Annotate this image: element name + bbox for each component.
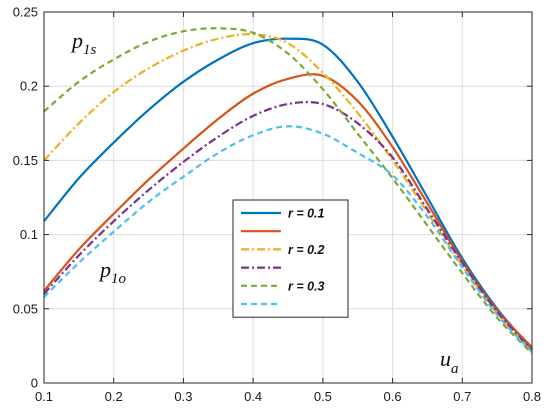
x-tick-label: 0.2 [105,389,123,404]
axis-ticks [43,11,533,384]
tick-labels: 0.1 0.2 0.3 0.4 0.5 0.6 0.7 0.8 0 0.05 0.1 0.15 0.2 0… [13,5,541,405]
series-line-6 [43,125,533,353]
x-tick-label: 0.8 [523,389,541,404]
x-tick-label: 0.5 [314,389,332,404]
annotations: p1s p1o ua [70,28,459,377]
x-tick-label: 0.7 [453,389,471,404]
y-tick-label: 0.05 [13,301,38,316]
legend: r = 0.1 r = 0.2 r = 0.3 [232,199,349,318]
legend-label-1: r = 0.1 [288,207,325,221]
x-tick-label: 0.3 [174,389,192,404]
series-line-2 [43,73,533,349]
y-tick-label: 0.25 [13,5,38,20]
series-line-1 [43,37,533,350]
x-tick-label: 0.6 [384,389,402,404]
annotation-p1s: p1s [70,28,97,58]
annotation-ua: ua [440,346,459,377]
y-tick-label: 0.1 [20,227,38,242]
legend-box [232,199,349,318]
legend-label-3: r = 0.2 [288,243,325,257]
x-tick-label: 0.4 [244,389,262,404]
plot-frame [43,11,533,384]
y-tick-label: 0.15 [13,153,38,168]
series-line-4 [43,100,533,352]
x-tick-label: 0.1 [35,389,53,404]
annotation-p1o: p1o [98,257,127,287]
series-line-5 [43,27,533,355]
legend-label-5: r = 0.3 [288,279,325,293]
series-layer [43,27,533,355]
y-tick-label: 0 [31,376,38,391]
y-tick-label: 0.2 [20,79,38,94]
